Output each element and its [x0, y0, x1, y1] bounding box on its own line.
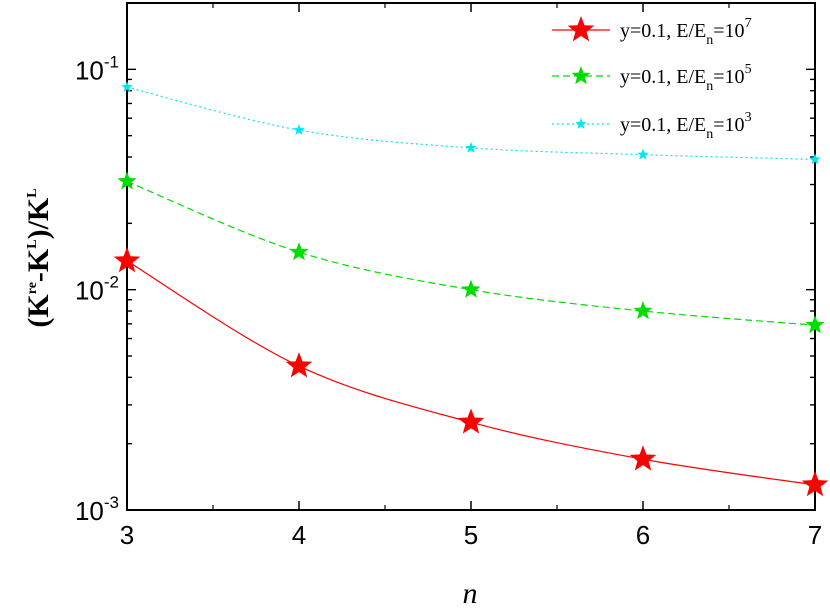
legend-marker	[567, 16, 595, 42]
legend-label: y=0.1, E/En=103	[620, 110, 752, 142]
series-line	[126, 180, 816, 326]
legend-label: y=0.1, E/En=107	[620, 16, 752, 48]
x-tick-label: 5	[464, 520, 478, 550]
data-point-star	[801, 470, 829, 497]
series-0	[113, 246, 829, 497]
x-tick-label: 7	[808, 520, 822, 550]
y-label-mid: -K	[22, 248, 55, 282]
data-point-star	[289, 242, 309, 261]
x-tick-label: 3	[120, 520, 134, 550]
y-tick-label: 10-2	[75, 273, 119, 306]
plot-series	[113, 81, 829, 497]
y-axis-label: (Kre-KL)/KL	[22, 188, 55, 327]
series-line	[126, 260, 816, 486]
data-point-star	[117, 171, 137, 190]
data-point-star	[461, 279, 481, 298]
data-point-star	[121, 81, 133, 93]
data-point-star	[629, 445, 657, 471]
data-point-star	[293, 124, 305, 135]
y-tick-label: 10-3	[75, 493, 119, 526]
data-point-star	[633, 301, 653, 320]
data-point-star	[465, 141, 477, 153]
series-1	[117, 171, 825, 334]
y-tick-label: 10-1	[75, 52, 119, 85]
data-point-star	[637, 148, 649, 160]
series-2	[121, 81, 821, 165]
x-tick-label: 6	[636, 520, 650, 550]
data-point-star	[457, 408, 485, 434]
axes: 3 4 5 6 7 10-3 10-2 10-1	[75, 2, 822, 550]
x-tick-label: 4	[292, 520, 306, 550]
data-point-star	[805, 315, 825, 334]
x-axis-label: n	[463, 577, 478, 610]
legend: y=0.1, E/En=107 y=0.1, E/En=105 y=0.1, E/E…	[552, 16, 752, 142]
legend-marker	[571, 66, 591, 85]
y-label-tail: )/K	[22, 197, 55, 239]
legend-marker	[575, 118, 587, 129]
y-label-sup-re: re	[25, 282, 40, 294]
data-point-star	[809, 153, 821, 165]
legend-label: y=0.1, E/En=105	[620, 62, 752, 94]
y-label-sup-l1: L	[25, 239, 40, 248]
data-point-star	[285, 352, 313, 378]
data-point-star	[113, 246, 141, 273]
y-label-sup-l2: L	[25, 188, 40, 197]
y-label-base: (K	[22, 294, 55, 328]
